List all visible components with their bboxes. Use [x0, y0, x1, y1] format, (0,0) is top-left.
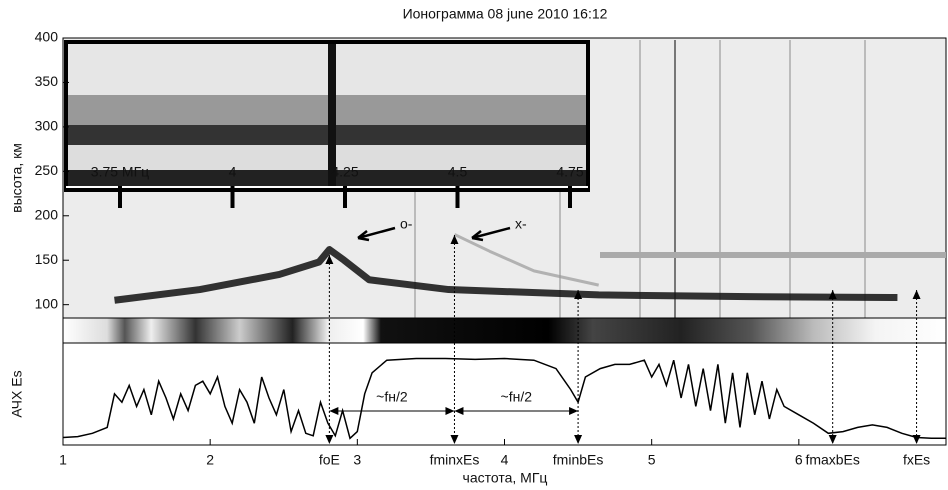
x-tick-label: 1 — [59, 452, 67, 468]
marker-label: fminxEs — [430, 452, 480, 468]
marker-arrow — [450, 235, 459, 244]
marker-arrow — [574, 290, 583, 299]
x-axis-label: частота, МГц — [463, 470, 548, 486]
trace — [114, 246, 898, 304]
amplitude-strip — [62, 317, 947, 344]
span-label: ~fн/2 — [501, 389, 533, 405]
inset-tick-label: 3.75 МГц — [91, 164, 149, 180]
inset-tick-label: 4.75 — [556, 164, 583, 180]
y-tick-label: 350 — [35, 73, 59, 89]
x-tick-label: 6 — [795, 452, 803, 468]
span-label: ~fн/2 — [376, 389, 408, 405]
marker-arrow — [325, 255, 334, 264]
y-tick-label: 100 — [35, 295, 59, 311]
marker-label: foE — [319, 452, 340, 468]
marker-arrow — [912, 435, 921, 444]
y-axis-label: АЧХ Es — [9, 370, 25, 417]
marker-arrow — [828, 290, 837, 299]
marker-arrow — [828, 435, 837, 444]
marker-label: fminbEs — [553, 452, 604, 468]
inset-tick-label: 4 — [229, 164, 237, 180]
marker-arrow — [325, 435, 334, 444]
y-tick-label: 200 — [35, 206, 59, 222]
y-tick-label: 250 — [35, 162, 59, 178]
x-tick-label: 3 — [353, 452, 361, 468]
chart-title: Ионограмма 08 june 2010 16:12 — [403, 6, 608, 22]
inset-band — [66, 95, 588, 125]
annotation: о- — [400, 216, 413, 232]
annotation-arrow — [357, 226, 396, 242]
inset — [64, 40, 590, 192]
x-tick-label: 4 — [501, 452, 509, 468]
inset-frame — [64, 40, 590, 192]
y-tick-label: 150 — [35, 251, 59, 267]
y-tick-label: 300 — [35, 118, 59, 134]
inset-band — [66, 170, 588, 186]
trace — [453, 233, 600, 287]
marker-arrow — [912, 290, 921, 299]
annotation: х- — [515, 216, 527, 232]
marker-arrow — [574, 435, 583, 444]
inset-tick-label: 4.25 — [331, 164, 358, 180]
inset-band — [66, 125, 588, 145]
y-axis-label: высота, км — [9, 143, 25, 213]
marker-arrow — [450, 435, 459, 444]
response-line — [62, 357, 946, 440]
x-tick-label: 5 — [648, 452, 656, 468]
marker-label: fmaxbEs — [805, 452, 859, 468]
inset-band — [66, 145, 588, 170]
annotation-arrow — [471, 226, 511, 242]
inset-band — [328, 42, 336, 190]
marker-label: fxEs — [903, 452, 930, 468]
y-tick-label: 400 — [35, 29, 59, 45]
inset-tick-label: 4.5 — [448, 164, 468, 180]
x-tick-label: 2 — [206, 452, 214, 468]
